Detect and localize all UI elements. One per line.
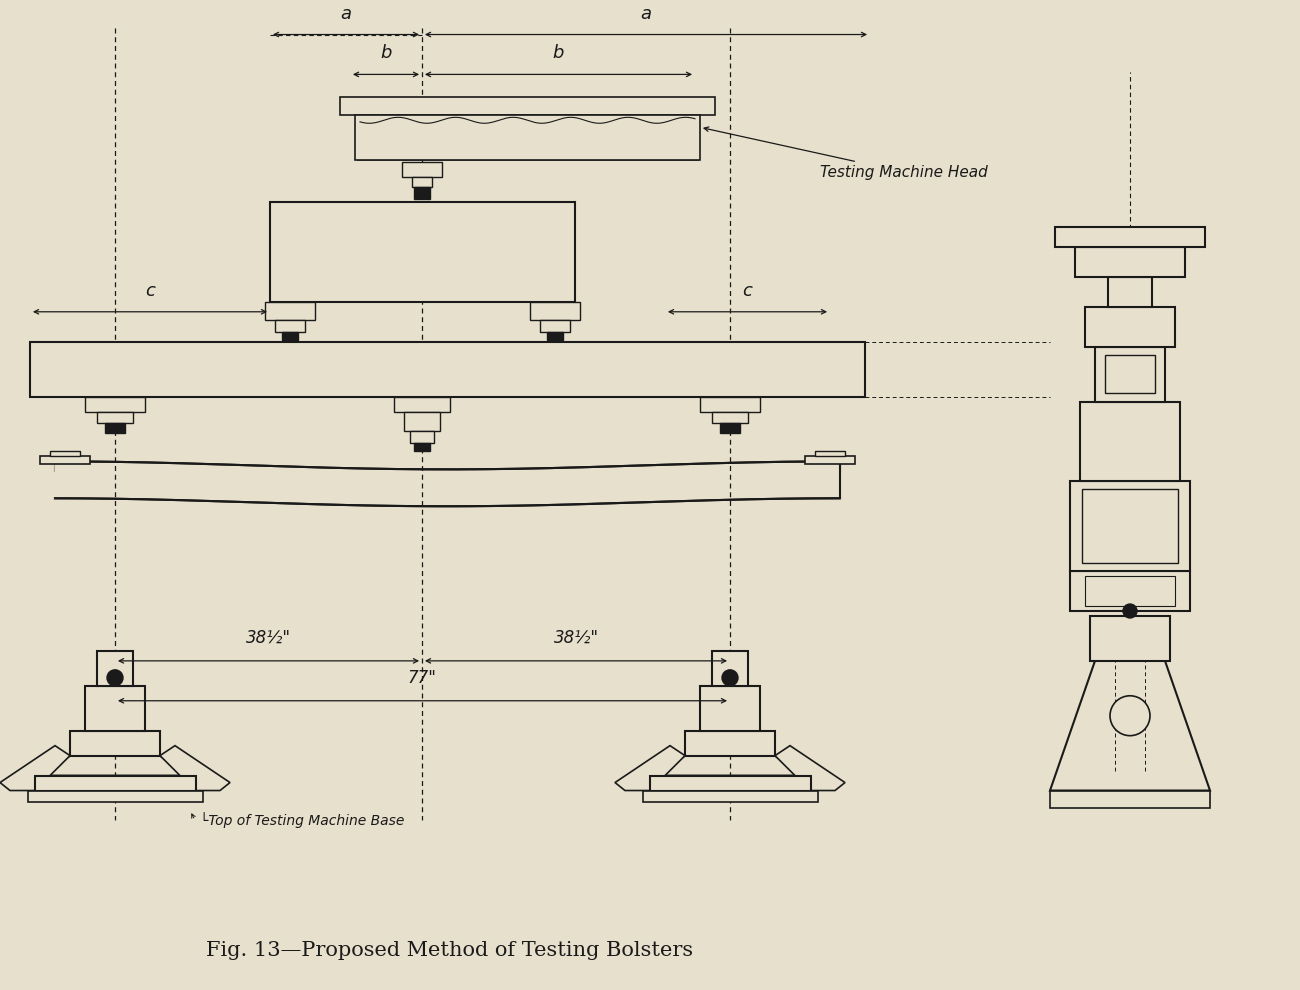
Bar xyxy=(282,332,298,340)
Bar xyxy=(1075,247,1186,277)
Polygon shape xyxy=(658,755,802,775)
Bar xyxy=(699,397,760,412)
Bar xyxy=(270,202,575,302)
Text: 38½": 38½" xyxy=(246,629,290,646)
Bar xyxy=(84,686,146,731)
Bar xyxy=(712,412,748,424)
Bar xyxy=(530,302,580,320)
Text: a: a xyxy=(641,5,651,23)
Polygon shape xyxy=(1050,661,1210,791)
Bar xyxy=(413,444,430,451)
Bar xyxy=(1108,277,1152,307)
Circle shape xyxy=(722,670,738,686)
Bar xyxy=(1070,571,1190,611)
Bar xyxy=(394,397,450,412)
Text: Testing Machine Head: Testing Machine Head xyxy=(705,127,988,179)
Bar xyxy=(685,731,775,755)
Bar xyxy=(1070,481,1190,571)
Bar xyxy=(644,791,818,803)
Text: b: b xyxy=(381,45,391,62)
Bar xyxy=(1056,227,1205,247)
Bar xyxy=(40,456,90,464)
Text: b: b xyxy=(552,45,564,62)
Bar xyxy=(49,451,81,456)
Text: 77": 77" xyxy=(408,669,437,687)
Bar xyxy=(402,162,442,177)
Bar xyxy=(35,775,196,791)
Bar xyxy=(1050,791,1210,809)
Text: Fig. 13—Proposed Method of Testing Bolsters: Fig. 13—Proposed Method of Testing Bolst… xyxy=(207,940,694,959)
Bar xyxy=(1086,576,1175,606)
Bar xyxy=(1086,307,1175,346)
Bar xyxy=(815,451,845,456)
Bar xyxy=(540,320,569,332)
Polygon shape xyxy=(615,745,685,791)
Bar xyxy=(30,342,864,397)
Bar xyxy=(712,650,748,686)
Text: a: a xyxy=(341,5,351,23)
Polygon shape xyxy=(0,745,70,791)
Bar xyxy=(805,456,855,464)
Bar xyxy=(1082,489,1178,563)
Bar xyxy=(1105,354,1154,393)
Bar xyxy=(1080,402,1180,481)
Bar xyxy=(404,412,439,432)
Circle shape xyxy=(1110,696,1150,736)
Bar xyxy=(341,97,715,115)
Bar xyxy=(276,320,305,332)
Bar xyxy=(413,187,430,199)
Polygon shape xyxy=(160,745,230,791)
Bar xyxy=(547,332,563,340)
Polygon shape xyxy=(43,755,187,775)
Bar xyxy=(650,775,811,791)
Polygon shape xyxy=(55,461,840,506)
Text: c: c xyxy=(146,282,155,300)
Text: └Top of Testing Machine Base: └Top of Testing Machine Base xyxy=(200,813,404,829)
Bar xyxy=(98,650,133,686)
Bar xyxy=(412,177,432,187)
Text: 38½": 38½" xyxy=(554,629,598,646)
Bar xyxy=(98,412,133,424)
Bar xyxy=(84,397,146,412)
Bar xyxy=(1089,616,1170,661)
Bar xyxy=(355,115,699,160)
Bar xyxy=(265,302,315,320)
Bar xyxy=(70,731,160,755)
Bar xyxy=(699,686,760,731)
Bar xyxy=(410,432,434,444)
Circle shape xyxy=(1123,604,1138,618)
Polygon shape xyxy=(775,745,845,791)
Bar xyxy=(720,424,740,434)
Circle shape xyxy=(107,670,124,686)
Bar xyxy=(105,424,125,434)
Text: c: c xyxy=(742,282,751,300)
Bar xyxy=(1095,346,1165,402)
Bar xyxy=(29,791,203,803)
